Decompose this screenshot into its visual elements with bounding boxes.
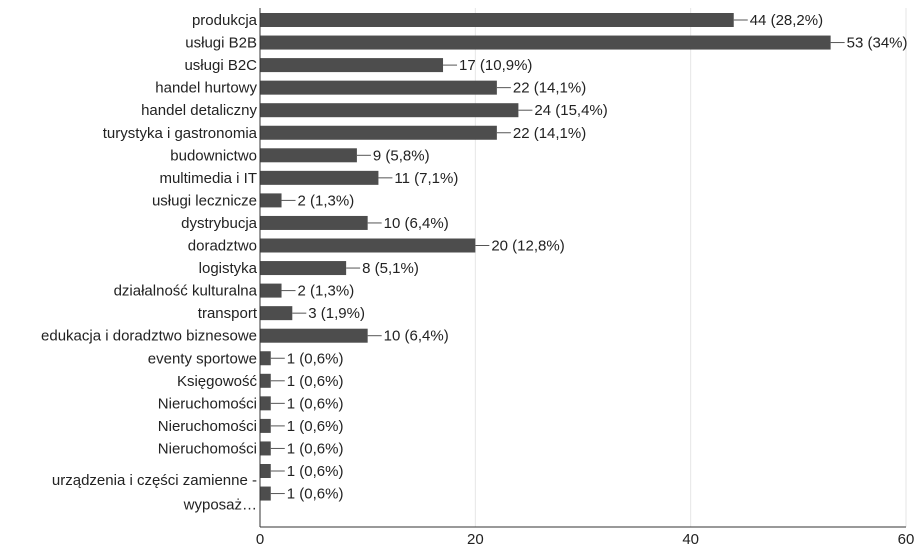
category-label: turystyka i gastronomia: [103, 125, 258, 142]
data-label: 20 (12,8%): [491, 238, 564, 255]
bar: [260, 125, 497, 140]
data-label: 8 (5,1%): [362, 260, 419, 277]
bar: [260, 351, 271, 366]
category-label: edukacja i doradztwo biznesowe: [41, 328, 257, 345]
category-label: Nieruchomości: [158, 440, 257, 457]
data-label: 10 (6,4%): [384, 328, 449, 345]
bar: [260, 283, 282, 298]
category-label: działalność kulturalna: [114, 283, 258, 300]
category-label: handel hurtowy: [155, 80, 257, 97]
category-label: Księgowość: [177, 373, 258, 390]
bar: [260, 441, 271, 456]
data-label: 24 (15,4%): [534, 102, 607, 119]
category-label: budownictwo: [170, 147, 257, 164]
category-label: transport: [198, 305, 258, 322]
bar: [260, 148, 357, 163]
data-label: 44 (28,2%): [750, 12, 823, 29]
bar: [260, 170, 379, 185]
bar: [260, 80, 497, 95]
category-label: wyposaż…: [183, 497, 257, 514]
category-label: eventy sportowe: [148, 350, 257, 367]
data-label: 22 (14,1%): [513, 80, 586, 97]
data-label: 10 (6,4%): [384, 215, 449, 232]
category-label: handel detaliczny: [141, 102, 257, 119]
category-label: produkcja: [192, 12, 258, 29]
data-label: 1 (0,6%): [287, 486, 344, 503]
data-label: 9 (5,8%): [373, 147, 430, 164]
data-label: 22 (14,1%): [513, 125, 586, 142]
category-label: dystrybucja: [181, 215, 258, 232]
category-label: Nieruchomości: [158, 418, 257, 435]
category-label: Nieruchomości: [158, 395, 257, 412]
data-label: 2 (1,3%): [298, 283, 355, 300]
bar: [260, 306, 293, 321]
data-label: 2 (1,3%): [298, 192, 355, 209]
bar: [260, 13, 734, 27]
bar: [260, 238, 476, 253]
bar: [260, 215, 368, 230]
data-label: 1 (0,6%): [287, 395, 344, 412]
data-label: 1 (0,6%): [287, 418, 344, 435]
category-label: logistyka: [199, 260, 258, 277]
data-label: 1 (0,6%): [287, 440, 344, 457]
bar: [260, 193, 282, 208]
bar: [260, 464, 271, 478]
bar: [260, 35, 831, 50]
category-label: doradztwo: [188, 238, 257, 255]
category-label: usługi B2C: [184, 57, 257, 74]
category-label: multimedia i IT: [159, 170, 257, 187]
category-label: usługi B2B: [185, 35, 257, 52]
x-tick-label: 60: [898, 531, 915, 546]
bar: [260, 373, 271, 388]
bar: [260, 58, 444, 73]
bar: [260, 103, 519, 118]
data-label: 3 (1,9%): [308, 305, 365, 322]
data-label: 1 (0,6%): [287, 350, 344, 367]
data-label: 53 (34%): [847, 35, 908, 52]
data-label: 1 (0,6%): [287, 373, 344, 390]
x-tick-label: 0: [256, 531, 264, 546]
bar: [260, 261, 347, 276]
data-label: 11 (7,1%): [394, 170, 458, 187]
bar: [260, 486, 271, 501]
bar: [260, 418, 271, 433]
data-label: 17 (10,9%): [459, 57, 532, 74]
x-tick-label: 40: [682, 531, 699, 546]
x-tick-label: 20: [467, 531, 484, 546]
data-label: 1 (0,6%): [287, 463, 344, 480]
bar: [260, 328, 368, 343]
bar: [260, 396, 271, 411]
category-label: urządzenia i części zamienne -: [52, 472, 257, 489]
category-label: usługi lecznicze: [152, 192, 257, 209]
